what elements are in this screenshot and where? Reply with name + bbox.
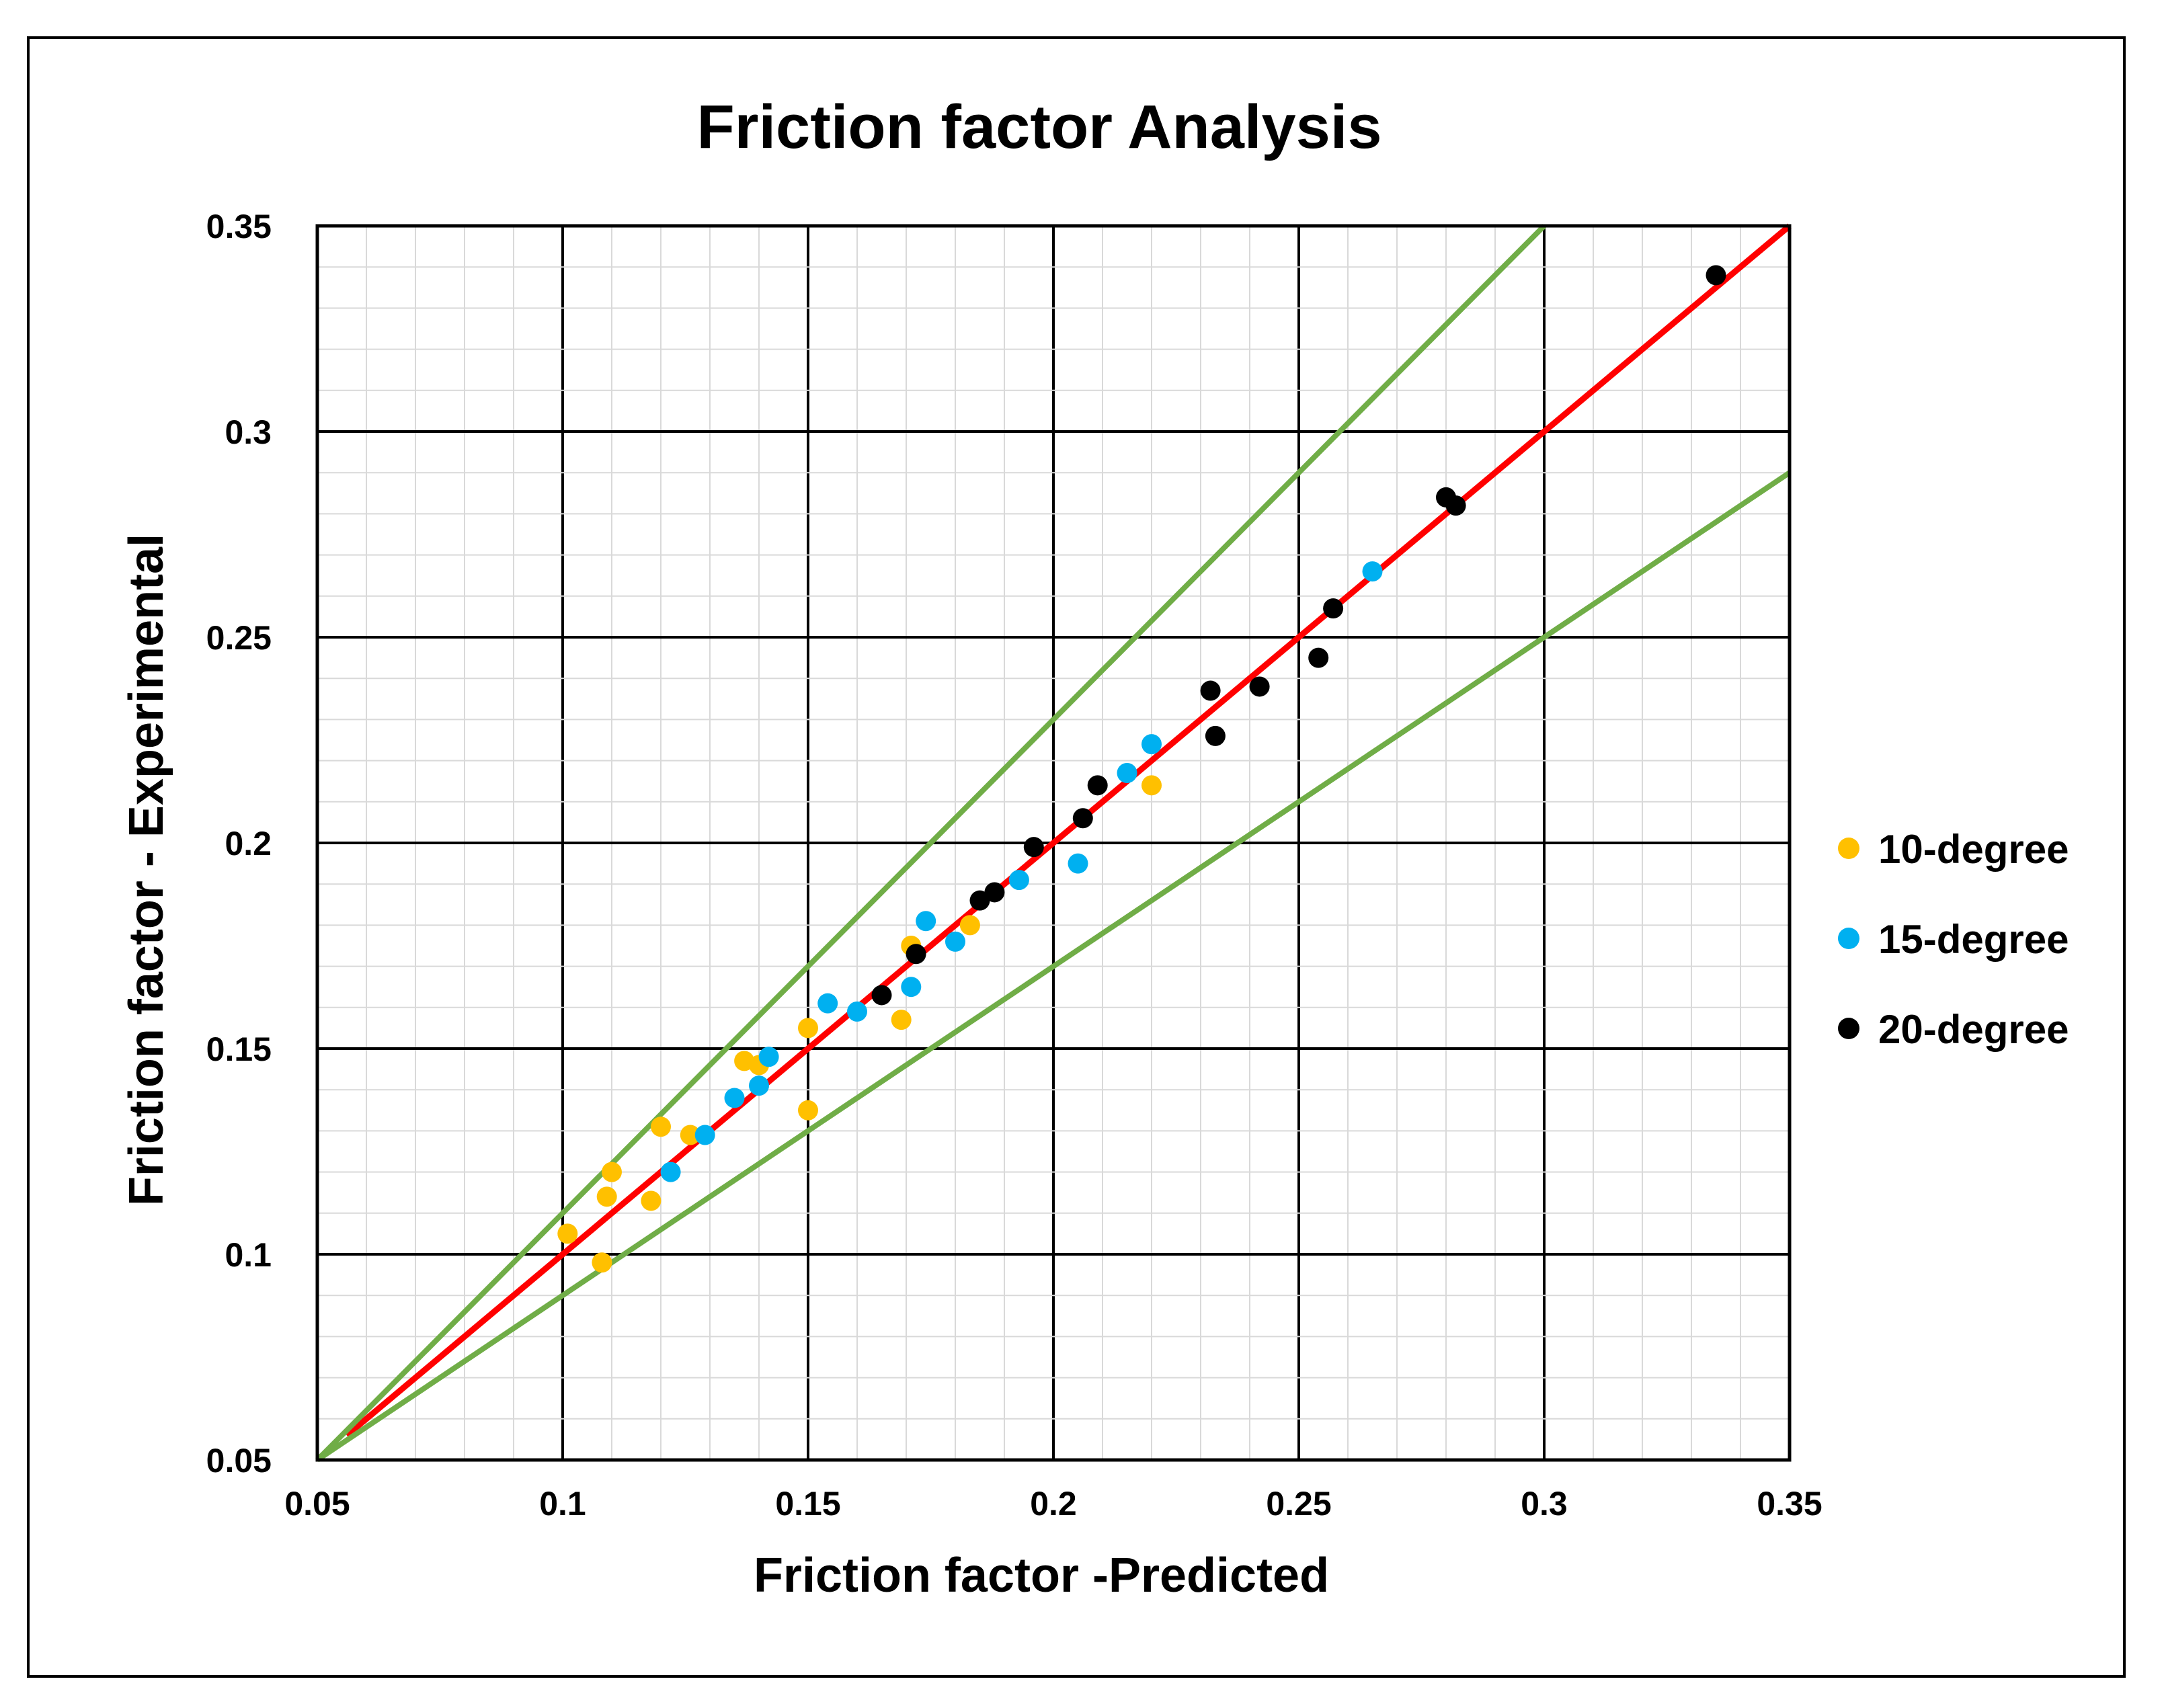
- data-point-15-degree: [945, 931, 965, 952]
- data-point-20-degree: [1249, 676, 1270, 697]
- data-point-15-degree: [1068, 853, 1088, 874]
- data-point-15-degree: [1141, 734, 1162, 755]
- data-point-20-degree: [1072, 808, 1093, 829]
- chart-title: Friction factor Analysis: [696, 93, 1381, 161]
- data-point-10-degree: [959, 915, 980, 936]
- data-point-20-degree: [1323, 598, 1344, 619]
- data-point-15-degree: [694, 1125, 715, 1145]
- data-point-15-degree: [1117, 762, 1137, 783]
- data-point-10-degree: [592, 1252, 612, 1273]
- x-tick-label: 0.1: [539, 1485, 586, 1522]
- data-point-15-degree: [1008, 870, 1029, 891]
- y-tick-label: 0.05: [206, 1442, 272, 1479]
- legend-label: 15-degree: [1878, 917, 2069, 962]
- grid: [317, 226, 1790, 1460]
- data-point-20-degree: [906, 944, 926, 965]
- data-point-20-degree: [1200, 680, 1221, 701]
- data-point-10-degree: [891, 1010, 912, 1030]
- legend-label: 20-degree: [1878, 1007, 2069, 1052]
- data-point-10-degree: [602, 1162, 622, 1182]
- reference-lines: [315, 223, 1792, 1463]
- data-point-15-degree: [724, 1088, 745, 1108]
- reference-line-green: [315, 470, 1792, 1463]
- data-point-15-degree: [749, 1075, 769, 1096]
- data-point-15-degree: [660, 1162, 681, 1182]
- data-point-20-degree: [969, 890, 990, 911]
- chart-frame: Friction factor Analysis 0.05 0.1 0.15 0.2 0…: [27, 36, 2126, 1678]
- chart-svg: Friction factor Analysis 0.05 0.1 0.15 0.2 0…: [120, 93, 2069, 1602]
- data-point-20-degree: [1308, 647, 1329, 668]
- legend-marker: [1838, 838, 1859, 859]
- x-tick-label: 0.05: [284, 1485, 350, 1522]
- y-axis-label: Friction factor - Experimental: [120, 534, 173, 1206]
- x-tick-label: 0.2: [1030, 1485, 1077, 1522]
- y-tick-label: 0.25: [206, 619, 272, 657]
- data-point-20-degree: [1087, 775, 1108, 796]
- legend: 10-degree 15-degree 20-degree: [1838, 827, 2069, 1052]
- data-point-20-degree: [984, 882, 1005, 903]
- y-tick-label: 0.15: [206, 1030, 272, 1068]
- y-tick-label: 0.1: [225, 1236, 272, 1274]
- data-point-10-degree: [641, 1190, 662, 1211]
- data-point-20-degree: [1205, 725, 1226, 746]
- reference-line-green: [315, 224, 1546, 1462]
- data-point-20-degree: [871, 985, 892, 1006]
- data-point-20-degree: [1023, 837, 1044, 858]
- x-tick-label: 0.15: [775, 1485, 840, 1522]
- data-points: [557, 265, 1726, 1273]
- data-point-10-degree: [651, 1116, 671, 1137]
- data-point-15-degree: [817, 993, 838, 1014]
- legend-marker: [1838, 928, 1859, 949]
- data-point-20-degree: [1706, 265, 1726, 286]
- data-point-15-degree: [1362, 561, 1383, 582]
- legend-label: 10-degree: [1878, 827, 2069, 872]
- data-point-10-degree: [557, 1223, 578, 1244]
- x-tick-label: 0.25: [1266, 1485, 1331, 1522]
- data-point-15-degree: [847, 1001, 867, 1022]
- data-point-15-degree: [916, 911, 936, 932]
- data-point-15-degree: [901, 977, 922, 998]
- axis-tick-labels: 0.05 0.1 0.15 0.2 0.25 0.3 0.35 0.05 0.1 0.15 0.2 0…: [206, 208, 1822, 1522]
- data-point-15-degree: [758, 1047, 779, 1067]
- data-point-10-degree: [680, 1125, 700, 1145]
- y-tick-label: 0.3: [225, 413, 272, 451]
- data-point-20-degree: [1445, 495, 1466, 516]
- data-point-10-degree: [1141, 775, 1162, 796]
- x-tick-label: 0.3: [1521, 1485, 1568, 1522]
- x-axis-label: Friction factor -Predicted: [754, 1549, 1329, 1602]
- legend-marker: [1838, 1018, 1859, 1039]
- y-tick-label: 0.2: [225, 825, 272, 862]
- plot-area-border: [315, 224, 1792, 1462]
- data-point-10-degree: [596, 1186, 617, 1207]
- x-tick-label: 0.35: [1757, 1485, 1822, 1522]
- data-point-10-degree: [798, 1018, 818, 1039]
- data-point-10-degree: [798, 1100, 818, 1121]
- reference-line-red: [344, 223, 1792, 1438]
- y-tick-label: 0.35: [206, 208, 272, 245]
